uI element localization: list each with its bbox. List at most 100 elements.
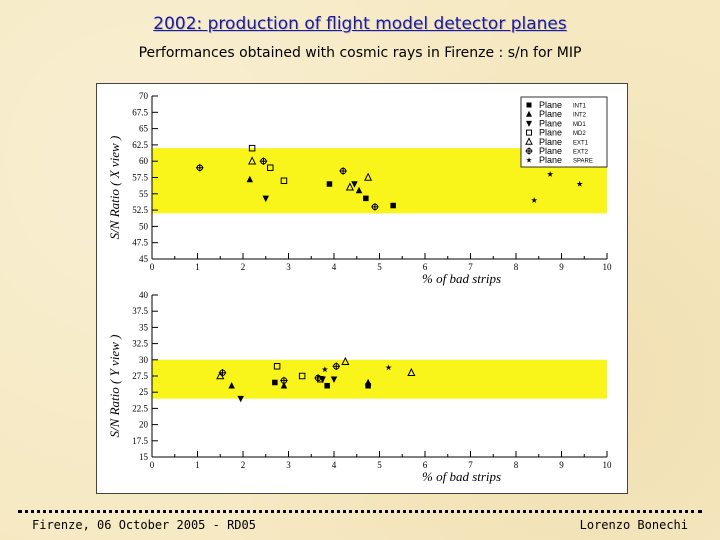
legend-label: Plane	[539, 118, 562, 128]
y-tick-label: 15	[139, 452, 149, 462]
y-tick-label: 62.5	[132, 140, 148, 150]
data-point-ext1	[341, 356, 350, 365]
y-tick-label: 17.5	[132, 436, 148, 446]
data-point-ext2	[314, 374, 322, 382]
data-point-ext1	[248, 156, 257, 165]
legend-sublabel: EXT1	[573, 140, 589, 146]
data-point-md2	[248, 144, 256, 152]
data-point-spare	[385, 364, 392, 371]
chart-x-view: 0 1 2 3 4 5 6 7 8 9 104547.55052.55557.56062.56567…	[107, 91, 612, 286]
data-point-md2	[280, 177, 288, 185]
data-point-spare	[576, 180, 583, 187]
x-tick-label: 7	[468, 262, 473, 272]
data-point-spare	[547, 170, 554, 177]
data-point-ext2	[332, 362, 341, 371]
data-point-spare	[531, 197, 538, 203]
legend-box	[520, 96, 608, 168]
y-tick-label: 45	[139, 254, 149, 264]
y-axis-label: S/N Ratio ( X view )	[107, 136, 122, 240]
legend-label: Plane	[539, 137, 562, 147]
y-tick-label: 60	[139, 156, 149, 166]
legend-label: Plane	[539, 100, 562, 110]
data-point-ext2	[371, 203, 379, 211]
x-tick-label: 5	[377, 262, 382, 272]
y-tick-label: 40	[139, 290, 149, 300]
y-tick-label: 65	[139, 124, 149, 134]
legend-sublabel: MD1	[573, 122, 586, 128]
legend-label: Plane	[539, 155, 562, 165]
y-tick-label: 57.5	[132, 173, 148, 183]
x-tick-label: 8	[514, 262, 519, 272]
x-tick-label: 9	[559, 262, 564, 272]
legend-sublabel: SPARE	[573, 159, 593, 165]
data-point-int2	[355, 186, 363, 194]
legend-marker-int1	[526, 102, 532, 108]
x-tick-label: 9	[559, 460, 564, 470]
data-point-int2	[364, 378, 372, 386]
data-point-int2	[280, 381, 288, 389]
y-tick-label: 20	[139, 420, 149, 430]
x-tick-label: 0	[150, 460, 155, 470]
x-axis-label: % of bad strips	[422, 469, 501, 484]
y-tick-label: 52.5	[132, 205, 148, 215]
x-tick-label: 2	[241, 460, 246, 470]
y-tick-label: 70	[139, 91, 149, 101]
y-tick-label: 25	[139, 387, 149, 397]
x-tick-label: 3	[286, 262, 291, 272]
y-tick-label: 30	[139, 355, 149, 365]
x-tick-label: 6	[423, 262, 428, 272]
data-point-ext2	[196, 163, 204, 172]
slide-title: 2002: production of flight model detecto…	[153, 14, 567, 34]
data-point-md1	[351, 181, 358, 188]
x-tick-label: 2	[241, 262, 246, 272]
x-tick-label: 8	[514, 460, 519, 470]
data-point-int2	[228, 381, 235, 389]
y-tick-label: 22.5	[132, 403, 148, 413]
data-point-spare	[321, 366, 328, 373]
plots-svg: 0 1 2 3 4 5 6 7 8 9 104547.55052.55557.56062.56567…	[107, 91, 612, 484]
x-axis-label: % of bad strips	[422, 271, 501, 286]
x-tick-label: 4	[332, 262, 337, 272]
x-tick-label: 0	[150, 262, 155, 272]
y-tick-label: 27.5	[132, 371, 148, 381]
data-point-int1	[365, 382, 371, 389]
x-tick-label: 3	[286, 460, 291, 470]
legend-label: Plane	[539, 146, 562, 156]
data-point-ext1	[407, 367, 416, 377]
data-point-md2	[273, 363, 281, 370]
legend-marker-int2	[526, 110, 532, 117]
x-tick-label: 1	[195, 262, 200, 272]
legend-marker-spare	[526, 157, 532, 163]
x-tick-label: 10	[603, 262, 613, 272]
data-point-ext1	[364, 172, 373, 181]
data-point-md1	[237, 395, 244, 403]
data-point-int1	[272, 379, 278, 386]
data-point-int2	[246, 175, 254, 183]
legend-label: Plane	[539, 128, 562, 138]
y-tick-label: 55	[139, 189, 149, 199]
acceptance-band	[152, 359, 607, 399]
legend-label: Plane	[539, 109, 562, 119]
plot-panel: 0 1 2 3 4 5 6 7 8 9 10 45 47.5 50 52.5 55 57.5 60 62.5 65 67…	[96, 83, 628, 494]
data-point-ext2	[280, 376, 288, 385]
legend: Plane INT1 Plane INT2 Plane MD1 Plane MD2 Plane E…	[520, 96, 608, 168]
x-tick-label: 4	[332, 460, 337, 470]
y-tick-label: 32.5	[132, 339, 148, 349]
data-point-int1	[326, 181, 333, 187]
legend-sublabel: INT2	[573, 113, 587, 119]
data-point-md2	[267, 164, 274, 171]
legend-marker-ext1	[525, 137, 533, 145]
slide-subtitle: Performances obtained with cosmic rays i…	[138, 45, 582, 61]
data-point-int1	[363, 195, 369, 202]
legend-marker-ext2	[525, 147, 533, 155]
x-tick-label: 1	[195, 460, 200, 470]
y-tick-label: 67.5	[132, 107, 148, 117]
data-point-md1	[262, 195, 269, 203]
data-point-ext2	[259, 157, 268, 165]
legend-sublabel: INT1	[573, 104, 587, 110]
footer-right: Lorenzo Bonechi	[579, 518, 688, 532]
chart-y-view: 0 1 2 3 4 5 6 7 8 9 10 15 17.5 20 22.5 25 27.5 30 32.5 35 37…	[107, 290, 612, 484]
data-point-int1	[324, 382, 330, 389]
y-axis-label: S/N Ratio ( Y view )	[107, 335, 122, 438]
footer-divider	[18, 510, 702, 513]
